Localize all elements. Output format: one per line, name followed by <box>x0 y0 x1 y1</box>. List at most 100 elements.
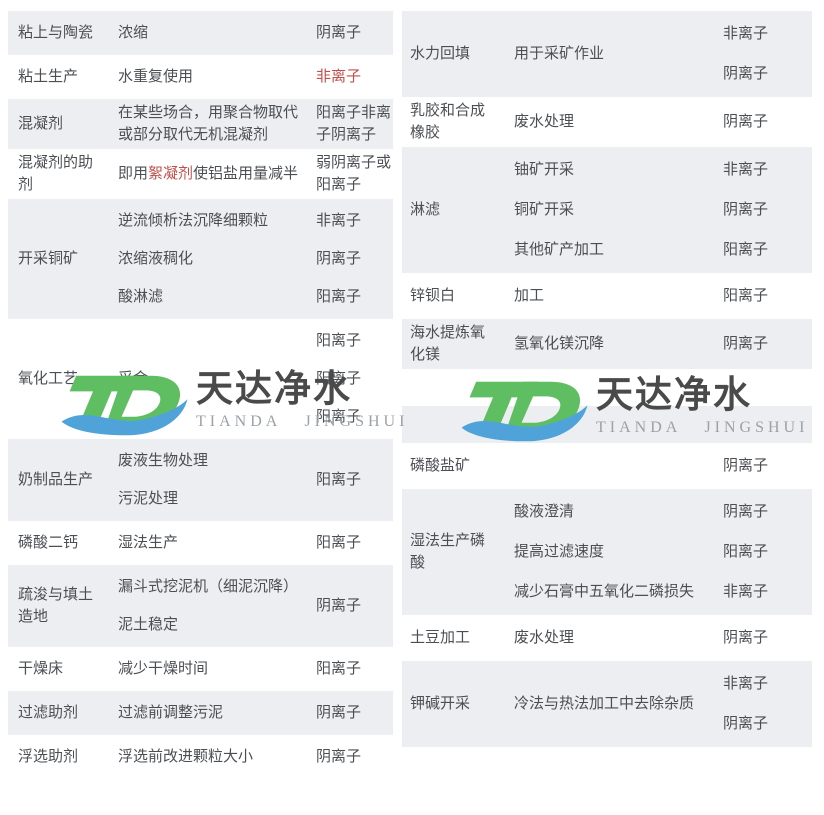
ion-type-cell: 阴离子 <box>316 568 393 644</box>
text: 用于采矿作业 <box>514 45 605 62</box>
application-cell: 淋滤 <box>410 201 441 218</box>
application-cell: 干燥床 <box>18 660 64 677</box>
usage-cell: 废液生物处理污泥处理 <box>118 442 304 518</box>
usage-cell: 废水处理 <box>514 100 707 144</box>
text: 逆流倾析法沉降细颗粒 <box>118 212 269 229</box>
ion-type-line: 非离子 <box>316 202 393 240</box>
text: 阳离子 <box>316 534 362 551</box>
table-row: 湿法生产磷酸 酸液澄清 提高过滤速度 减少石膏中五氧化二磷损失 阴离子 阳离子 非离子 <box>402 489 812 615</box>
text: 冷法与热法加工中去除杂质 <box>514 695 695 712</box>
ion-type-line: 阴离子 <box>723 704 812 744</box>
usage-cell: 减少干燥时间 <box>118 650 304 688</box>
table-row: 疏浚与填土造地 漏斗式挖泥机（细泥沉降） 泥土稳定 阴离子 <box>8 565 393 647</box>
text: 减少石膏中五氧化二磷损失 <box>514 583 695 600</box>
application-cell: 磷酸盐矿 <box>410 457 471 474</box>
ion-type-cell: 阴离子 <box>723 100 812 144</box>
text: 阴离子 <box>316 250 362 267</box>
text: 采金 <box>118 370 149 387</box>
table-row: 乳胶和合成橡胶 废水处理 阴离子 <box>402 97 812 147</box>
table-row: 土豆加工 废水处理 阴离子 <box>402 615 812 661</box>
usage-cell: 废水处理 <box>514 618 707 658</box>
ion-type-cell: 阴离子 <box>316 14 393 52</box>
text: 阳离子 <box>316 332 362 349</box>
usage-line: 加工 <box>514 276 707 316</box>
table-row: 开采铜矿 逆流倾析法沉降细颗粒 浓缩液稠化 酸淋滤 非离子 阴离子 阳离子 <box>8 199 393 319</box>
usage-cell: 即用 絮凝剂 使铝盐用量减半 <box>118 152 304 196</box>
text: 阳离子 <box>316 370 362 387</box>
ion-type-line: 阴离子 <box>316 738 393 776</box>
text: 非离子 <box>723 675 769 692</box>
usage-cell: 湿法生产 <box>118 524 304 562</box>
usage-cell: 铀矿开采 铜矿开采 其他矿产加工 <box>514 150 707 270</box>
application-table-right: 水力回填 用于采矿作业 非离子 阴离子 乳胶和合成橡胶 废水处理 阴离子 淋滤 铀矿开采 铜矿开采… <box>402 11 812 779</box>
application-cell: 氧化工艺 <box>18 370 79 387</box>
ion-type-cell: 阳离子 <box>723 276 812 316</box>
table-row-empty <box>402 369 812 406</box>
ion-type-line: 阴离子 <box>723 492 812 532</box>
application-table-left: 粘上与陶瓷 浓缩 阴离子 粘土生产 水重复使用 非离子混凝剂 在某些场合，用聚合物取代或部分… <box>8 11 393 779</box>
text: 阳离子 <box>316 660 362 677</box>
usage-cell: 水重复使用 <box>118 58 304 96</box>
text: 浮选前改进颗粒大小 <box>118 748 254 765</box>
usage-line: 漏斗式挖泥机（细泥沉降） <box>118 568 304 606</box>
application-cell: 土豆加工 <box>410 629 471 646</box>
usage-line: 水重复使用 <box>118 58 304 96</box>
usage-line: 过滤前调整污泥 <box>118 694 304 732</box>
application-cell: 疏浚与填土造地 <box>18 586 94 625</box>
ion-type-line: 阳离子 <box>316 278 393 316</box>
application-cell: 钾碱开采 <box>410 695 471 712</box>
application-cell: 混凝剂 <box>18 115 64 132</box>
text: 阳离子 <box>723 543 769 560</box>
usage-cell: 酸液澄清 提高过滤速度 减少石膏中五氧化二磷损失 <box>514 492 707 612</box>
ion-type-line: 阴离子 <box>723 102 812 142</box>
table-row: 过滤助剂 过滤前调整污泥 阴离子 <box>8 691 393 735</box>
ion-type-line: 阴离子 <box>316 14 393 52</box>
usage-line: 减少干燥时间 <box>118 650 304 688</box>
ion-type-cell: 非离子 阴离子 <box>723 664 812 744</box>
ion-type-line: 非离子 <box>723 150 812 190</box>
ion-type-line: 阳离子 <box>723 532 812 572</box>
application-cell: 过滤助剂 <box>18 704 79 721</box>
text: 废水处理 <box>514 113 575 130</box>
application-cell <box>410 409 498 440</box>
ion-type-line: 非离子 <box>723 664 812 704</box>
table-row: 奶制品生产 废液生物处理 污泥处理 阳离子 <box>8 439 393 521</box>
usage-cell: 加工 <box>514 276 707 316</box>
usage-line: 提高过滤速度 <box>514 532 707 572</box>
highlighted-text: 絮凝剂 <box>148 165 194 182</box>
table-row: 混凝剂 在某些场合，用聚合物取代或部分取代无机混凝剂 阳离子非离子阴离子 <box>8 99 393 149</box>
ion-type-line: 阴离子 <box>316 587 393 625</box>
table-row-empty <box>402 406 812 443</box>
table-row: 磷酸盐矿 阴离子 <box>402 443 812 489</box>
table-row: 粘土生产 水重复使用 非离子 <box>8 55 393 99</box>
usage-line: 在某些场合，用聚合物取代或部分取代无机混凝剂 <box>118 102 304 146</box>
table-row: 磷酸二钙 湿法生产 阳离子 <box>8 521 393 565</box>
text: 污泥处理 <box>118 490 179 507</box>
ion-type-cell: 阴离子 <box>723 446 812 486</box>
application-cell <box>410 372 498 403</box>
text: 减少干燥时间 <box>118 660 209 677</box>
application-cell: 锌钡白 <box>410 287 456 304</box>
text: 阴离子 <box>723 335 769 352</box>
usage-line: 即用 絮凝剂 使铝盐用量减半 <box>118 155 304 193</box>
text: 阴离子 <box>316 748 362 765</box>
text: 其他矿产加工 <box>514 241 605 258</box>
text: 水重复使用 <box>118 68 194 85</box>
usage-cell: 浓缩 <box>118 14 304 52</box>
usage-line: 废液生物处理 <box>118 442 304 480</box>
text: 阴离子 <box>723 629 769 646</box>
text: 使铝盐用量减半 <box>193 165 299 182</box>
text: 阴离子 <box>723 65 769 82</box>
application-cell: 磷酸二钙 <box>18 534 79 551</box>
ion-type-line: 阳离子非离子阴离子 <box>316 102 393 146</box>
usage-cell <box>514 446 707 486</box>
text: 非离子 <box>723 583 769 600</box>
usage-cell: 漏斗式挖泥机（细泥沉降） 泥土稳定 <box>118 568 304 644</box>
usage-cell: 冷法与热法加工中去除杂质 <box>514 664 707 744</box>
ion-type-line: 阴离子 <box>723 446 812 486</box>
usage-line: 湿法生产 <box>118 524 304 562</box>
table-row: 粘上与陶瓷 浓缩 阴离子 <box>8 11 393 55</box>
table-row: 氧化工艺 采金 阳离子 阳离子 阳离子 <box>8 319 393 439</box>
text: 铀矿开采 <box>514 161 575 178</box>
table-row: 海水提炼氧化镁 氢氧化镁沉降 阴离子 <box>402 319 812 369</box>
